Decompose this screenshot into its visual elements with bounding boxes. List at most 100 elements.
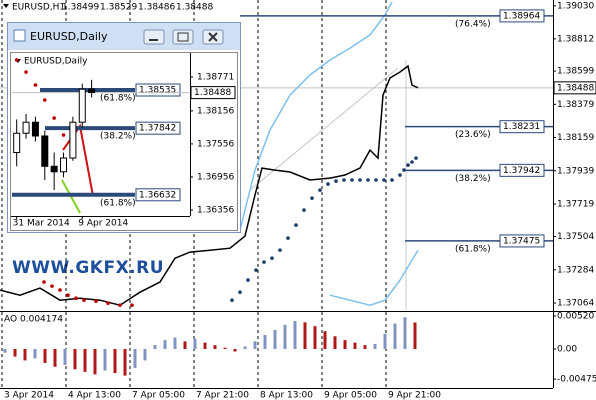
ao-bar [73,348,77,370]
price-line [329,249,419,306]
ao-bar [123,348,127,376]
sar-dot [33,83,38,87]
fib-percent: (61.8%) [100,198,136,208]
sar-dot [294,223,298,227]
y-tick-label: 1.37939 [557,166,594,176]
candle-body [60,157,68,173]
ao-bar [413,322,417,349]
restore-glyph [177,32,189,42]
y-tick-label: 1.38159 [557,133,594,143]
current-price-label: 1.38488 [557,83,594,93]
sar-dot [246,278,250,282]
close-glyph [208,32,218,42]
sar-dot [106,301,110,305]
ao-bar [153,345,157,349]
sar-dot [118,303,122,307]
ao-bar [163,340,167,349]
ao-bar [393,323,397,349]
fib-percent: (76.4%) [455,19,491,29]
ao-bar [23,348,27,361]
sar-dot [326,182,330,186]
ao-bar [93,348,97,375]
ao-bar [293,321,297,349]
sar-dot [14,58,19,62]
sar-dot [24,70,28,74]
y-tick-label: 0.00520 [557,311,594,321]
restore-button[interactable] [172,29,194,45]
y-tick-label: 1.37719 [557,200,594,210]
y-tick-label: 1.38599 [557,67,594,77]
sar-dot [74,296,78,301]
ao-bar [213,345,217,349]
x-tick-label: 7 Apr 05:00 [132,391,185,400]
sar-dot [318,188,322,192]
fib-value: 1.38535 [139,86,176,96]
sar-dot [286,236,290,240]
sar-dot [50,284,54,288]
y-tick-label: 1.38771 [197,73,234,83]
y-tick-label: 1.37556 [197,139,234,149]
current-price-box [553,81,596,95]
fib-value: 1.38231 [503,122,540,132]
menu-icon[interactable] [3,4,9,8]
y-tick-label: 1.37504 [557,232,594,242]
sar-dot [66,293,70,297]
y-tick-label: 0.00 [557,344,577,354]
sar-dot [238,290,242,294]
ao-bar [363,345,367,349]
fib-value-box [499,163,545,177]
ao-bar [63,348,67,365]
sar-dot [358,178,362,182]
sar-dot [130,303,134,307]
ao-bar [333,336,337,349]
y-tick-label: 1.38379 [557,100,594,110]
ao-bar [113,348,117,374]
sar-dot [82,298,86,302]
candle-body [50,165,58,173]
sar-dot [350,178,354,182]
fib-value-box [499,9,545,23]
sar-dot [230,298,234,302]
sar-dot [366,178,370,182]
daily-window: EURUSD,Daily EURUSD,Daily 1.38771 1.38156… [7,22,241,233]
ao-bar [103,348,107,371]
candle-body [22,121,30,134]
zigzag-line [62,123,94,197]
x-tick-label: 7 Apr 21:00 [196,391,249,400]
ao-bar [353,342,357,349]
sar-dot [402,168,406,172]
x-tick-label: 9 Apr 2014 [78,219,128,229]
ao-bar [143,348,147,361]
sar-dot [310,196,314,200]
chart-title: EURUSD,H1 [12,3,65,13]
x-tick-label: 8 Apr 13:00 [260,391,313,400]
ohlc-value: 1.38499 [62,3,99,13]
ao-bar [273,329,277,349]
sar-dot [61,133,66,137]
ao-panel: AO 0.004174 0.00520 0.00 -0.00475 [3,311,596,385]
ohlc-value: 1.38488 [176,3,213,13]
current-price-label: 1.38488 [194,88,231,98]
y-tick-label: 1.38156 [197,106,234,116]
watermark: WWW.GKFX.RU [12,258,164,278]
ao-bar [303,322,307,349]
sar-dot [406,163,410,167]
fib-value-box [135,188,181,202]
minimize-button[interactable] [143,29,165,45]
sar-dot [374,178,378,182]
x-tick-label: 9 Apr 21:00 [388,391,441,400]
sar-dot [382,178,386,182]
y-tick-label: 1.37284 [557,265,594,275]
fib-value: 1.38964 [503,11,540,21]
fib-percent: (38.2%) [455,174,491,184]
sar-dot [414,156,418,160]
fib-value-box [499,120,545,134]
candle-body [88,88,96,93]
ao-bar [233,348,237,352]
fib-value: 1.37942 [503,166,540,176]
ao-bar [313,326,317,349]
y-tick-label: 1.36956 [197,172,234,182]
inset-chart-frame [10,52,238,231]
fib-percent: (38.2%) [100,132,136,142]
ao-bar [343,340,347,349]
